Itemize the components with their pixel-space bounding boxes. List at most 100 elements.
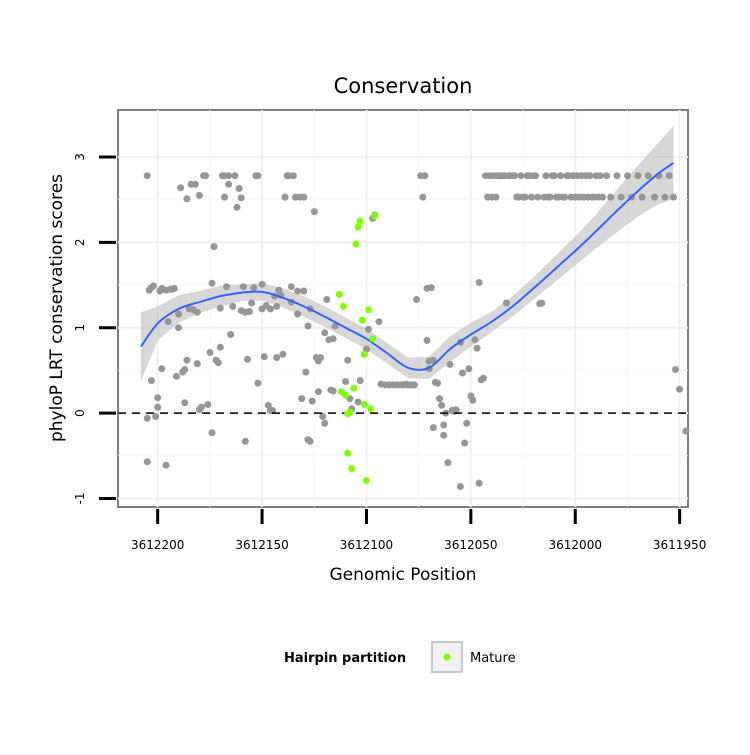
data-point (613, 172, 621, 180)
data-point (310, 208, 318, 216)
data-point (193, 308, 201, 316)
data-point (502, 299, 510, 307)
data-point (250, 284, 258, 292)
data-point (517, 172, 525, 180)
data-point (235, 185, 243, 192)
y-tick-label: 1 (73, 324, 87, 332)
data-point (452, 406, 460, 414)
data-point (273, 302, 281, 310)
data-point (586, 172, 594, 180)
data-point (421, 172, 429, 180)
data-point (273, 354, 281, 362)
data-point (479, 374, 487, 382)
data-point (254, 379, 262, 387)
y-tick-label: 2 (73, 239, 87, 247)
data-point (440, 431, 448, 439)
data-point (634, 172, 642, 180)
data-point (202, 172, 210, 180)
data-point (329, 387, 337, 395)
mature-data-point (335, 290, 343, 298)
data-point (248, 299, 256, 307)
data-point (208, 279, 216, 287)
data-point (241, 437, 249, 445)
x-tick-label: 3612200 (131, 538, 184, 552)
data-point (214, 359, 222, 367)
data-point (308, 397, 316, 405)
data-point (314, 388, 322, 396)
data-point (672, 366, 679, 373)
data-point (233, 203, 241, 211)
data-point (475, 479, 483, 487)
legend-label-mature: Mature (470, 651, 516, 666)
data-point (429, 424, 437, 432)
data-point (279, 350, 287, 358)
mature-data-point (352, 240, 360, 248)
mature-data-point (356, 217, 364, 225)
data-point (266, 305, 274, 313)
data-point (546, 193, 554, 201)
data-point (465, 365, 473, 373)
data-point (342, 378, 350, 385)
data-point (294, 310, 302, 318)
data-point (227, 331, 235, 338)
data-point (304, 322, 312, 330)
data-point (223, 283, 231, 291)
data-point (287, 283, 295, 291)
data-point (651, 193, 659, 201)
mature-data-point (360, 350, 368, 358)
data-point (444, 459, 452, 467)
data-point (354, 398, 362, 406)
mature-data-point (371, 212, 379, 220)
data-point (244, 355, 251, 363)
data-point (183, 356, 191, 364)
mature-points-layer (335, 212, 379, 484)
data-point (550, 172, 558, 180)
x-tick-label: 3612050 (444, 538, 497, 552)
data-point (463, 419, 471, 427)
data-point (411, 381, 418, 389)
data-point (152, 413, 160, 420)
data-point (365, 325, 372, 333)
smooth-fit-line (140, 162, 674, 371)
data-point (300, 193, 308, 201)
data-point (617, 193, 625, 201)
data-point (511, 172, 519, 180)
data-point (237, 194, 245, 202)
data-point (269, 407, 276, 414)
data-point (461, 439, 469, 447)
data-point (557, 172, 565, 180)
data-point (329, 335, 337, 343)
y-tick-label: 3 (73, 153, 87, 161)
data-point (206, 349, 214, 356)
mature-data-point (340, 302, 347, 310)
mature-data-point (367, 405, 375, 413)
data-point (446, 360, 454, 368)
y-tick-label: 0 (73, 409, 87, 417)
data-point (427, 284, 435, 292)
chart-title: Conservation (334, 74, 473, 98)
x-axis-title: Genomic Position (329, 565, 476, 585)
data-point (596, 172, 604, 180)
data-point (521, 193, 529, 201)
data-point (198, 403, 205, 411)
data-point (170, 284, 178, 292)
data-point (258, 280, 266, 288)
data-point (538, 299, 546, 307)
data-point (419, 193, 427, 201)
data-point (375, 318, 383, 326)
data-point (438, 401, 446, 409)
data-point (317, 354, 324, 362)
data-point (225, 172, 233, 180)
data-point (492, 193, 500, 201)
data-point (164, 318, 172, 326)
data-point (434, 379, 441, 387)
mature-data-point (342, 391, 350, 399)
data-point (154, 394, 162, 402)
data-point (607, 193, 615, 201)
data-point (246, 308, 253, 315)
data-point (456, 483, 464, 490)
data-point (624, 172, 631, 180)
data-point (459, 369, 466, 377)
data-point (542, 172, 550, 180)
legend-key-mature-dot (443, 653, 451, 661)
